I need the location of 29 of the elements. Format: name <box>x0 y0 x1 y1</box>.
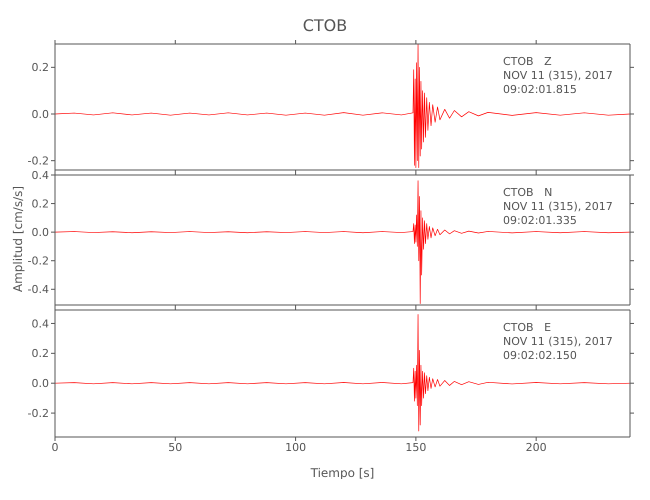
y-tick-label: 0.2 <box>32 61 49 74</box>
annotation: 09:02:02.150 <box>503 349 578 363</box>
annotation: NOV 11 (315), 2017 <box>503 335 613 349</box>
y-tick-label: -0.2 <box>28 154 49 168</box>
x-tick-label: 50 <box>168 440 182 454</box>
line-series <box>55 314 630 432</box>
chart-title: CTOB <box>302 16 348 35</box>
y-tick-label: 0.2 <box>32 347 49 360</box>
y-tick-label: 0.4 <box>32 168 49 182</box>
y-tick-label: 0.2 <box>32 197 49 210</box>
x-tick-label: 200 <box>526 440 547 454</box>
annotation: 09:02:01.335 <box>503 214 578 228</box>
x-tick-label: 150 <box>405 440 426 454</box>
annotation: CTOB E <box>503 321 552 335</box>
y-tick-label: 0.0 <box>32 377 49 390</box>
y-tick-label: 0.0 <box>32 108 49 121</box>
y-tick-label: -0.4 <box>28 283 49 296</box>
annotation: NOV 11 (315), 2017 <box>503 69 613 83</box>
x-tick-label: 0 <box>52 440 58 454</box>
annotation: 09:02:01.815 <box>503 83 578 97</box>
annotation: CTOB Z <box>503 55 553 69</box>
y-tick-label: 0.0 <box>32 226 49 240</box>
y-tick-label: -0.2 <box>28 254 49 268</box>
annotation: NOV 11 (315), 2017 <box>503 200 613 214</box>
y-tick-label: 0.4 <box>32 317 49 330</box>
annotation: CTOB N <box>503 186 554 200</box>
y-tick-label: -0.2 <box>28 407 49 420</box>
x-tick-label: 100 <box>285 440 306 454</box>
y-axis-title: Amplitud [cm/s/s] <box>11 184 25 294</box>
